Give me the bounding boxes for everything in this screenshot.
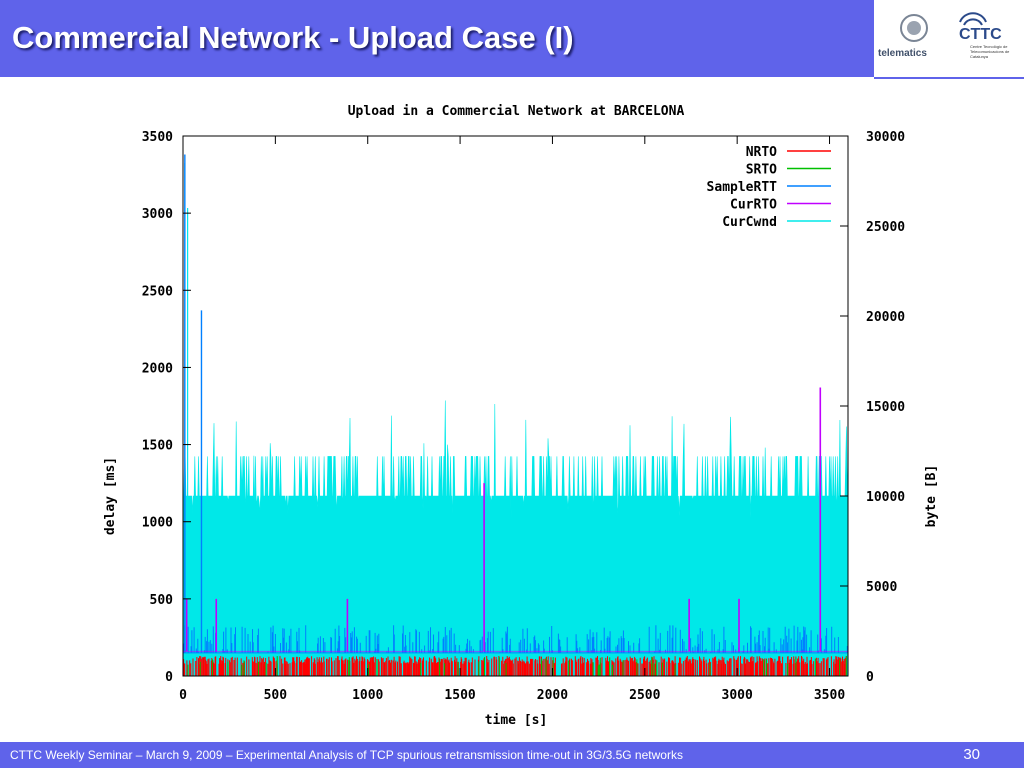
y-tick-label-500: 500 — [150, 593, 174, 608]
x-tick-label-2000: 2000 — [537, 688, 568, 703]
y2-axis-label: byte [B] — [924, 465, 939, 528]
series-samplertt — [182, 625, 848, 654]
logo-area — [874, 0, 1024, 79]
series-srto — [187, 656, 847, 676]
y-tick-label-3000: 3000 — [142, 207, 173, 222]
axes: 0 500 1000 1500 2000 2500 3000 3500 0 500 1000 1500… — [142, 130, 906, 703]
y2-tick-label-10000: 10000 — [866, 490, 905, 505]
footer-band — [0, 742, 1024, 768]
x-tick-label-1500: 1500 — [444, 688, 475, 703]
legend-label-curcwnd: CurCwnd — [722, 215, 777, 230]
slide-title: Commercial Network - Upload Case (I) — [12, 20, 574, 55]
x-tick-label-1000: 1000 — [352, 688, 383, 703]
y2-tick-label-15000: 15000 — [866, 400, 905, 415]
y-tick-label-1500: 1500 — [142, 439, 173, 454]
legend: NRTO SRTO SampleRTT CurRTO CurCwnd — [707, 145, 831, 230]
telematics-seal-icon — [900, 14, 928, 42]
y2-tick-label-0: 0 — [866, 670, 874, 685]
legend-label-samplertt: SampleRTT — [707, 180, 778, 195]
footer-text: CTTC Weekly Seminar – March 9, 2009 – Ex… — [10, 748, 683, 762]
plot-area — [182, 154, 849, 677]
page-number: 30 — [963, 746, 980, 763]
y-tick-label-3500: 3500 — [142, 130, 173, 145]
telematics-seal-core-icon — [907, 21, 921, 35]
y2-tick-label-5000: 5000 — [866, 580, 897, 595]
legend-label-nrto: NRTO — [746, 145, 777, 160]
cttc-wave-icon — [959, 12, 987, 23]
y-tick-label-2500: 2500 — [142, 284, 173, 299]
y-tick-label-0: 0 — [165, 670, 173, 685]
y-tick-label-2000: 2000 — [142, 361, 173, 376]
x-tick-label-0: 0 — [179, 688, 187, 703]
x-tick-label-500: 500 — [264, 688, 288, 703]
cttc-logo-text: CTTC — [959, 26, 1002, 43]
y-axis-label: delay [ms] — [103, 457, 118, 535]
telematics-logo-text: telematics — [878, 48, 927, 59]
chart-title: Upload in a Commercial Network at BARCEL… — [348, 104, 685, 119]
y2-tick-label-20000: 20000 — [866, 310, 905, 325]
chart-canvas: Upload in a Commercial Network at BARCEL… — [103, 104, 939, 728]
x-tick-label-3000: 3000 — [722, 688, 753, 703]
y2-tick-label-30000: 30000 — [866, 130, 905, 145]
y-tick-label-1000: 1000 — [142, 516, 173, 531]
series-curcwnd — [182, 400, 849, 677]
logo-graphics — [900, 12, 987, 42]
x-tick-label-3500: 3500 — [814, 688, 845, 703]
y2-tick-label-25000: 25000 — [866, 220, 905, 235]
x-tick-label-2500: 2500 — [629, 688, 660, 703]
cttc-logo-subtitle: Centre Tecnològic de Telecomunicacions d… — [970, 44, 1010, 59]
title-band — [0, 0, 874, 77]
x-axis-label: time [s] — [485, 713, 548, 728]
legend-label-srto: SRTO — [746, 163, 777, 178]
legend-label-currto: CurRTO — [730, 198, 777, 213]
cttc-wave-inner-icon — [963, 18, 983, 26]
